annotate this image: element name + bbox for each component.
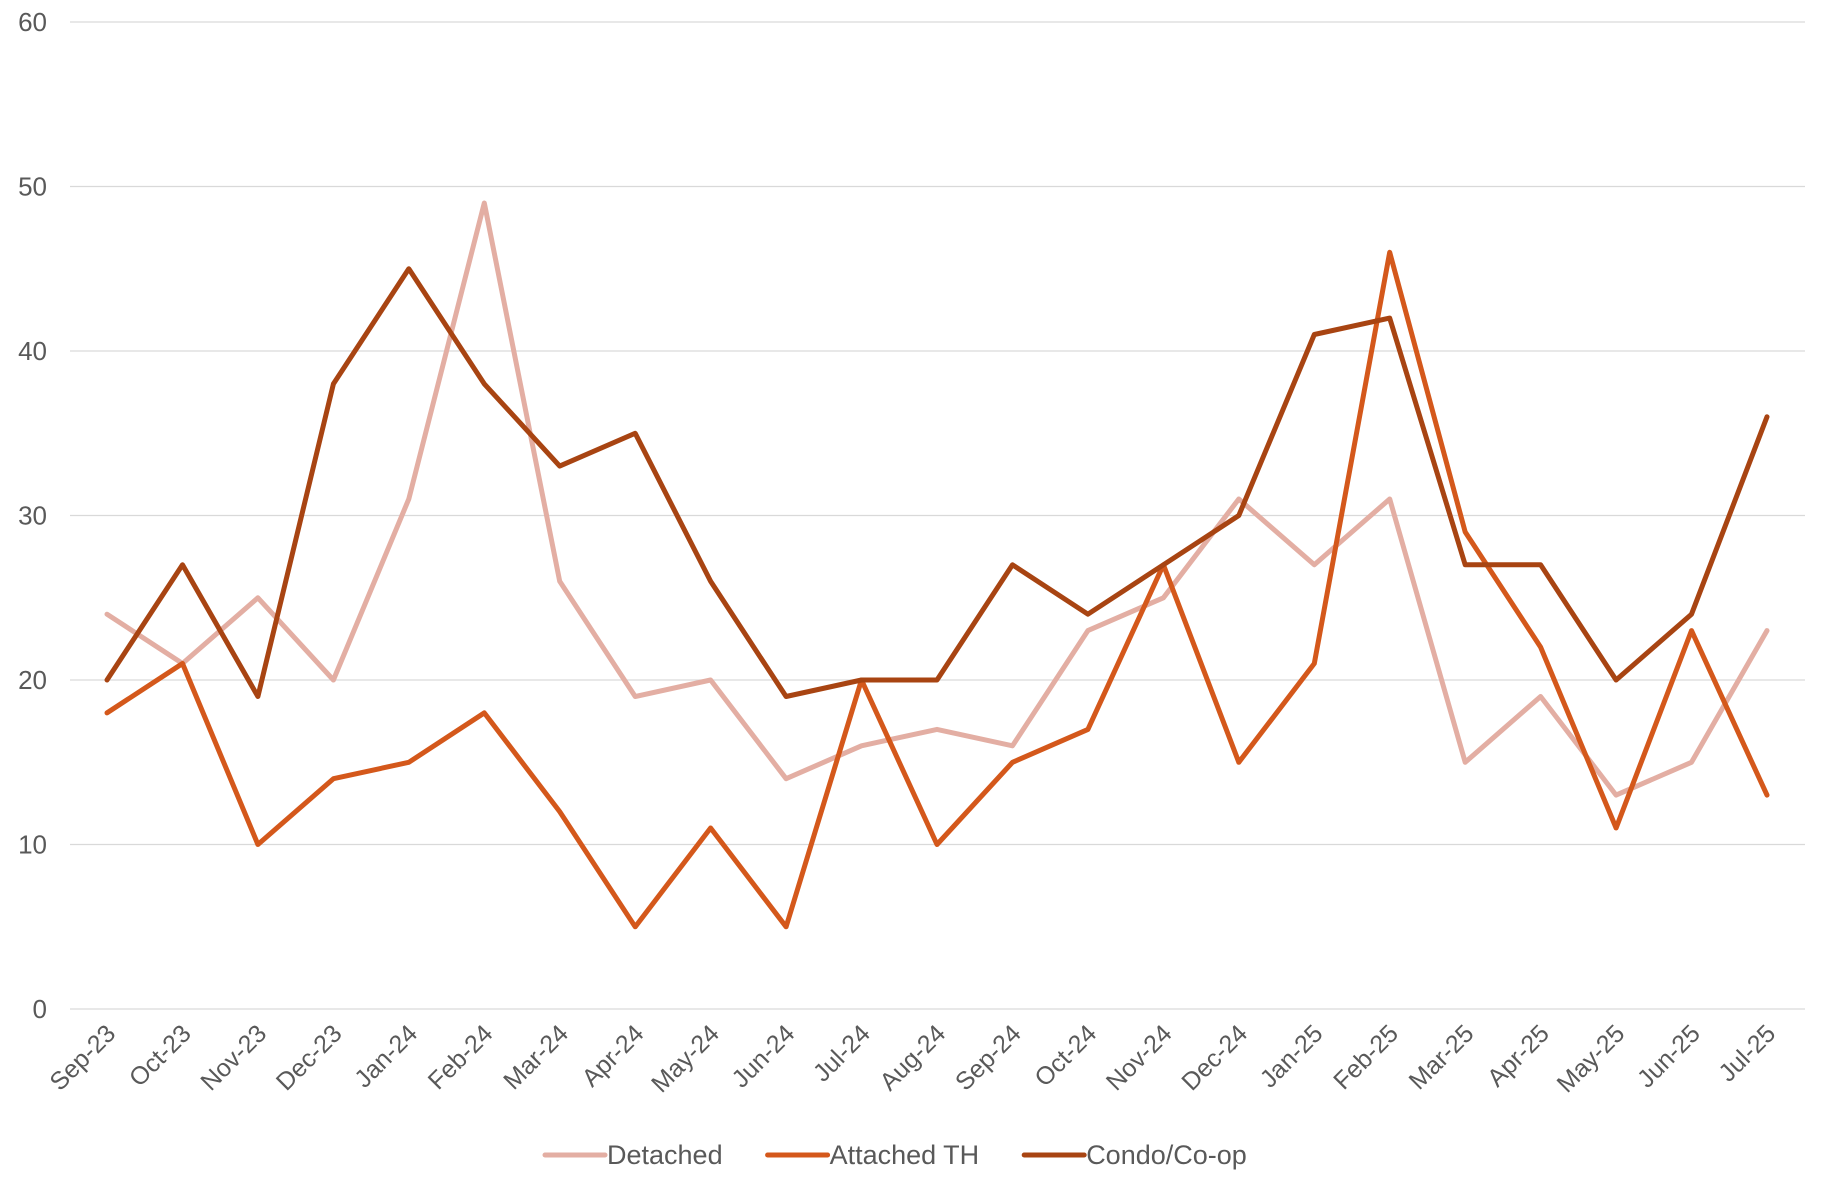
x-tick-label: May-25 <box>1552 1019 1631 1098</box>
x-tick-label: Dec-24 <box>1176 1019 1253 1096</box>
x-tick-label: Jan-24 <box>349 1019 423 1093</box>
x-tick-label: Nov-23 <box>195 1019 272 1096</box>
x-tick-label: Jan-25 <box>1255 1019 1329 1093</box>
y-tick-label: 0 <box>33 994 47 1024</box>
legend: Detached Attached TH Condo/Co-op <box>542 1140 1247 1170</box>
x-tick-label: Jul-24 <box>808 1019 876 1087</box>
x-tick-label: Jun-25 <box>1632 1019 1706 1093</box>
x-tick-label: Mar-25 <box>1404 1019 1480 1095</box>
x-tick-label: Apr-24 <box>577 1019 650 1092</box>
legend-item: Attached TH <box>765 1140 980 1170</box>
x-tick-label: Sep-24 <box>950 1019 1027 1096</box>
legend-item: Condo/Co-op <box>1021 1140 1247 1170</box>
y-tick-label: 60 <box>18 7 47 37</box>
series-line-detached <box>104 200 1770 798</box>
x-tick-label: Oct-23 <box>124 1019 197 1092</box>
x-tick-label: Jul-25 <box>1713 1019 1781 1087</box>
x-tick-label: May-24 <box>646 1019 725 1098</box>
series-lines <box>104 200 1770 930</box>
x-tick-label: Nov-24 <box>1101 1019 1178 1096</box>
gridlines <box>70 21 1805 1010</box>
y-tick-label: 40 <box>18 336 47 366</box>
x-tick-label: Feb-25 <box>1328 1019 1404 1095</box>
y-axis-tick-labels: 0 10 20 30 40 50 60 <box>18 7 47 1024</box>
legend-label: Attached TH <box>830 1140 980 1170</box>
legend-label: Condo/Co-op <box>1086 1140 1247 1170</box>
x-tick-label: Oct-24 <box>1029 1019 1102 1092</box>
series-line-attached-th <box>104 249 1770 930</box>
legend-item: Detached <box>542 1140 723 1170</box>
y-tick-label: 30 <box>18 501 47 531</box>
x-tick-label: Dec-23 <box>271 1019 348 1096</box>
x-tick-label: Mar-24 <box>498 1019 574 1095</box>
x-tick-label: Sep-23 <box>44 1019 121 1096</box>
y-tick-label: 50 <box>18 172 47 202</box>
x-tick-label: Aug-24 <box>874 1019 951 1096</box>
y-tick-label: 20 <box>18 665 47 695</box>
x-tick-label: Jun-24 <box>726 1019 800 1093</box>
series-line-condo-co-op <box>104 266 1770 699</box>
y-tick-label: 10 <box>18 830 47 860</box>
x-tick-label: Feb-24 <box>423 1019 499 1095</box>
legend-label: Detached <box>607 1140 723 1170</box>
x-tick-label: Apr-25 <box>1482 1019 1555 1092</box>
